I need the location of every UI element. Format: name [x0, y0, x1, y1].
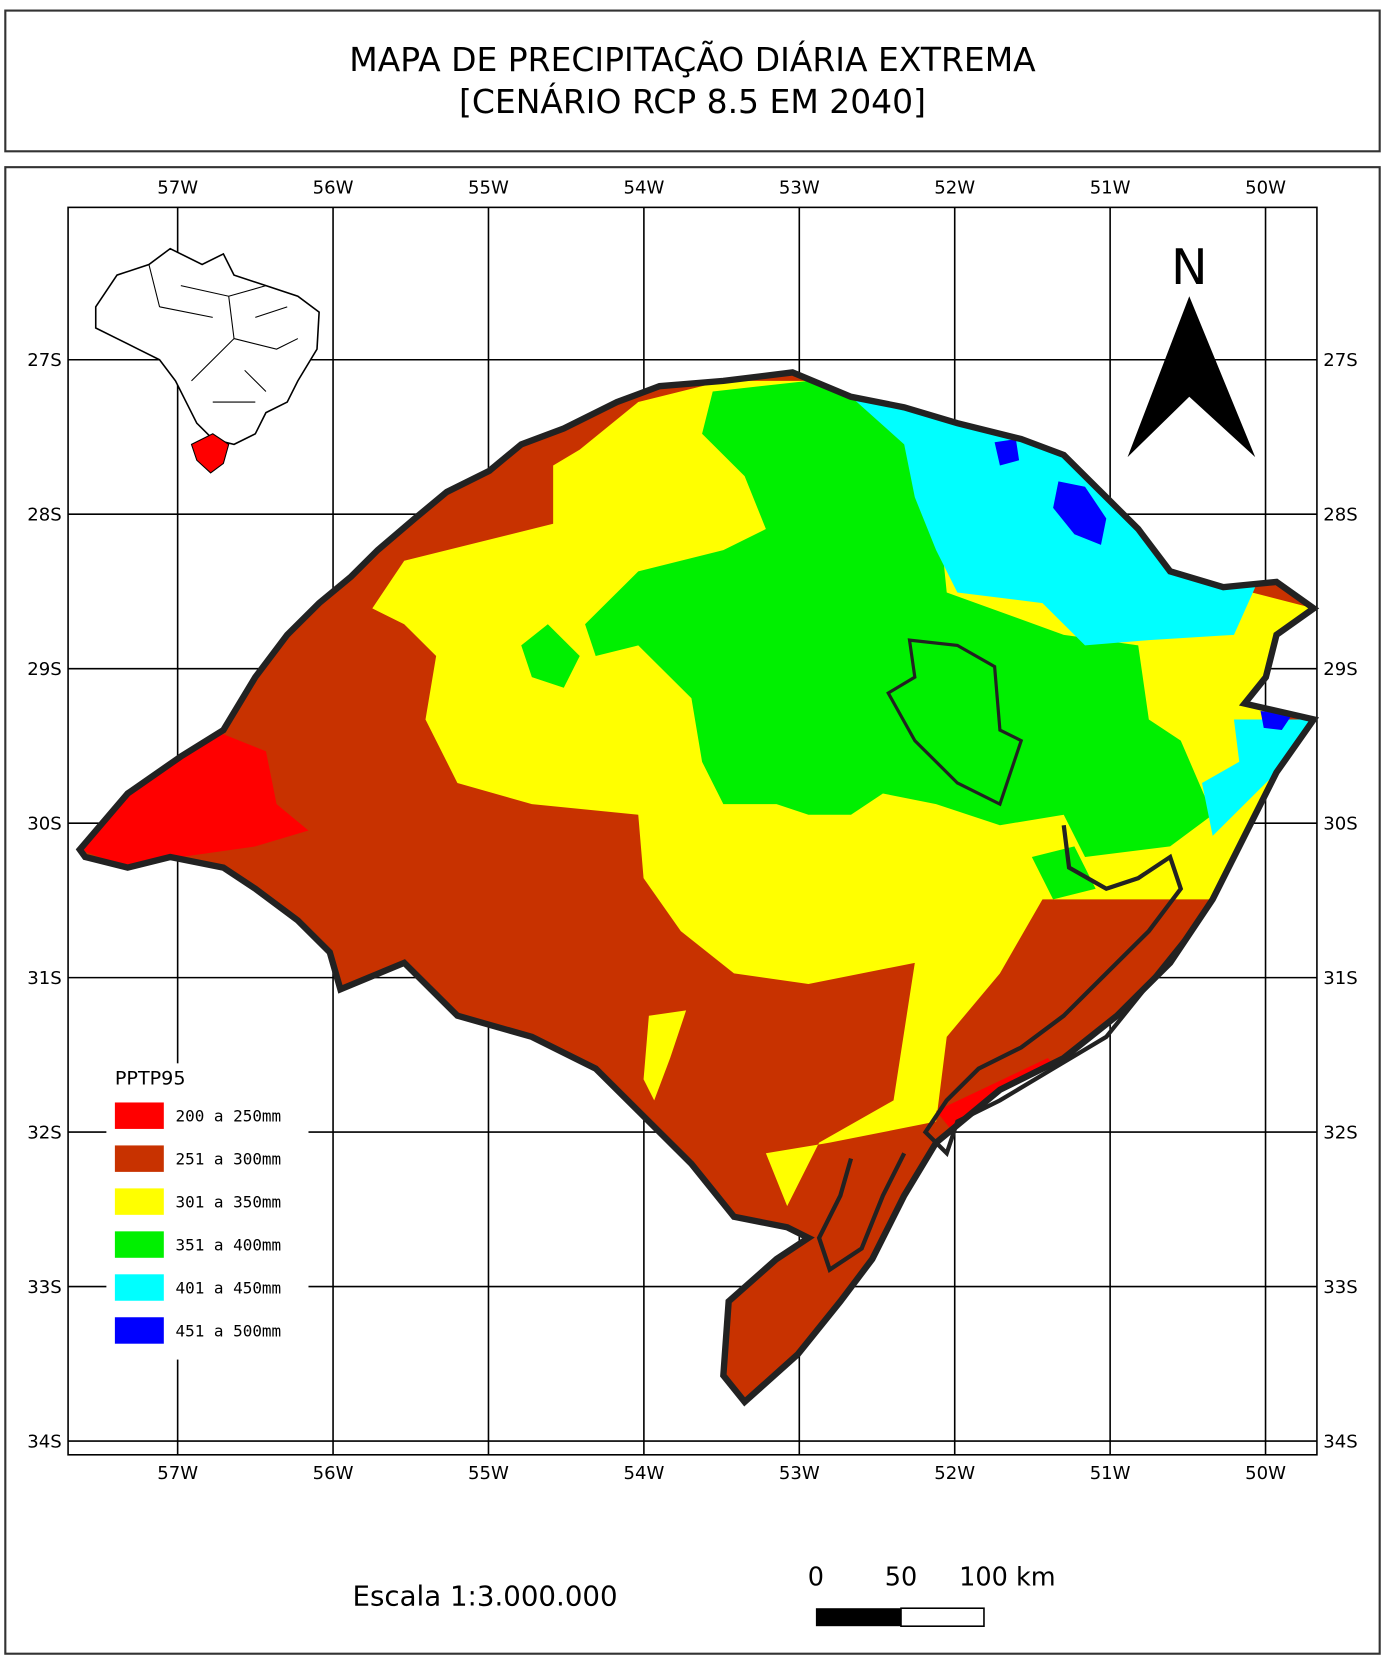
- scale-text: Escala 1:3.000.000: [353, 1580, 618, 1613]
- longitude-label: 53W: [779, 1463, 820, 1484]
- latitude-label: 29S: [27, 659, 61, 680]
- longitude-label: 52W: [934, 1463, 975, 1484]
- latitude-label: 34S: [1323, 1431, 1357, 1452]
- latitude-label: 27S: [27, 350, 61, 371]
- legend-label: 401 a 450mm: [176, 1278, 282, 1297]
- longitude-label: 56W: [313, 1463, 354, 1484]
- latitude-label: 29S: [1323, 659, 1357, 680]
- scale-label: 100 km: [959, 1563, 1055, 1593]
- longitude-label: 51W: [1090, 1463, 1131, 1484]
- zone: [1031, 846, 1096, 900]
- longitude-label: 57W: [157, 1463, 198, 1484]
- inset-state: [190, 433, 230, 474]
- latitude-label: 31S: [1323, 968, 1357, 989]
- legend: 200 a 250mm 251 a 300mm 301 a 350mm 351 a 4…: [114, 1102, 282, 1344]
- zone: [850, 396, 1256, 646]
- zone: [643, 1010, 687, 1101]
- longitude-label: 57W: [157, 178, 198, 199]
- legend-label: 451 a 500mm: [176, 1321, 282, 1340]
- latitude-label: 31S: [27, 968, 61, 989]
- title-line: [CENÁRIO RCP 8.5 EM 2040]: [459, 81, 926, 121]
- longitude-label: 53W: [779, 178, 820, 199]
- longitude-label: 51W: [1090, 178, 1131, 199]
- latitude-label: 27S: [1323, 350, 1357, 371]
- zone: [1202, 719, 1314, 836]
- legend-swatch: [114, 1317, 164, 1344]
- longitude-label: 54W: [623, 1463, 664, 1484]
- map-frame: [67, 206, 1318, 1456]
- latitude-label: 28S: [1323, 505, 1357, 526]
- region-border: [886, 638, 1024, 807]
- legend-swatch: [114, 1274, 164, 1301]
- latitude-label: 32S: [27, 1122, 61, 1143]
- longitude-label: 50W: [1245, 178, 1286, 199]
- zone: [79, 730, 309, 868]
- scale-bar: [815, 1608, 901, 1627]
- map-box: [4, 166, 1381, 1655]
- zone: [521, 624, 580, 688]
- longitude-label: 54W: [623, 178, 664, 199]
- legend-swatch: [114, 1188, 164, 1215]
- title-box: [4, 9, 1381, 153]
- latitude-label: 28S: [27, 505, 61, 526]
- legend-swatch: [114, 1145, 164, 1172]
- zone: [994, 439, 1020, 466]
- legend-label: 251 a 300mm: [176, 1150, 282, 1169]
- longitude-label: 56W: [313, 178, 354, 199]
- north-label: N: [1171, 239, 1208, 296]
- legend-label: 200 a 250mm: [176, 1107, 282, 1126]
- legend-label: 301 a 350mm: [176, 1192, 282, 1211]
- lagoon-border: [816, 1152, 907, 1273]
- legend-swatch: [114, 1102, 164, 1129]
- scale-label: 50: [885, 1563, 917, 1593]
- legend-swatch: [114, 1231, 164, 1258]
- legend-label: 351 a 400mm: [176, 1235, 282, 1254]
- latitude-label: 34S: [27, 1431, 61, 1452]
- scale-label: 0: [808, 1563, 824, 1593]
- north-arrow: [1127, 296, 1256, 458]
- brazil-inset: [94, 247, 320, 474]
- title-line: MAPA DE PRECIPITAÇÃO DIÁRIA EXTREMA: [349, 39, 1036, 79]
- latitude-label: 30S: [27, 814, 61, 835]
- zone: [585, 380, 1213, 858]
- longitude-label: 52W: [934, 178, 975, 199]
- longitude-label: 55W: [468, 1463, 509, 1484]
- legend-title: PPTP95: [115, 1067, 186, 1090]
- latitude-label: 32S: [1323, 1122, 1357, 1143]
- latitude-label: 33S: [1323, 1277, 1357, 1298]
- longitude-label: 55W: [468, 178, 509, 199]
- zone: [1053, 481, 1107, 545]
- latitude-label: 33S: [27, 1277, 61, 1298]
- longitude-label: 50W: [1245, 1463, 1286, 1484]
- scale-bar: [900, 1607, 985, 1627]
- lagoon-border: [922, 825, 1215, 1158]
- latitude-label: 30S: [1323, 814, 1357, 835]
